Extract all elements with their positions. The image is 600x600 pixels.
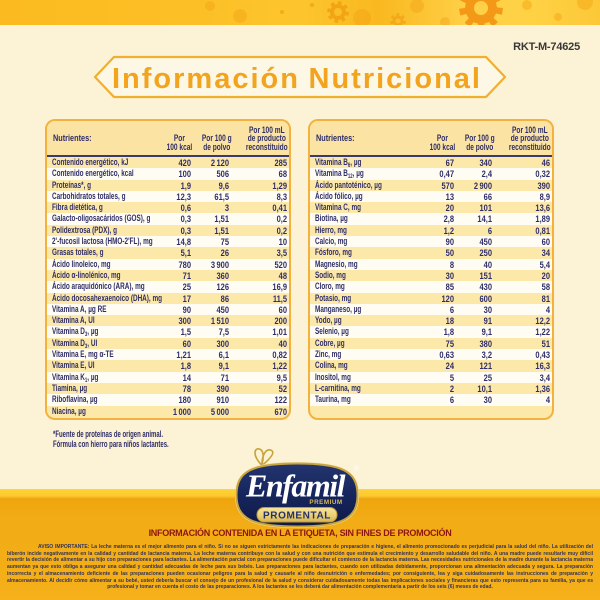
svg-text:PREMIUM: PREMIUM bbox=[309, 499, 342, 506]
svg-text:®: ® bbox=[354, 465, 360, 473]
svg-text:Enfamil: Enfamil bbox=[245, 468, 346, 504]
svg-text:PROMENTAL: PROMENTAL bbox=[263, 511, 331, 522]
